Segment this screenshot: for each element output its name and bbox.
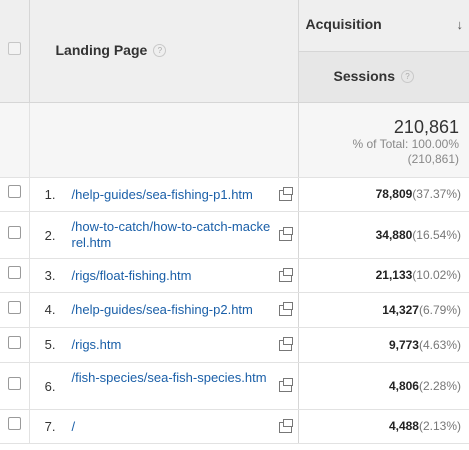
totals-sessions-cell: 210,861 % of Total: 100.00% (210,861)	[298, 102, 469, 178]
sessions-cell: 4,488(2.13%)	[298, 409, 469, 444]
landing-page-link[interactable]: /how-to-catch/how-to-catch-mackerel.htm	[71, 218, 271, 250]
landing-page-cell: 4. /help-guides/sea-fishing-p2.htm	[29, 292, 299, 328]
sessions-percent: (6.79%)	[418, 302, 461, 317]
total-sessions-value: 210,861	[393, 116, 459, 137]
sessions-value: 34,880	[375, 227, 413, 242]
open-in-new-window-icon[interactable]	[278, 418, 293, 433]
landing-page-link[interactable]: /help-guides/sea-fishing-p1.htm	[71, 186, 253, 202]
sessions-percent: (37.37%)	[412, 187, 461, 201]
select-all-cell	[0, 0, 30, 103]
open-in-new-window-icon[interactable]	[278, 226, 293, 241]
totals-checkbox-cell	[0, 102, 30, 178]
row-index: 5.	[44, 336, 56, 352]
row-index: 2.	[44, 227, 56, 243]
sessions-percent: (16.54%)	[412, 227, 461, 242]
row-checkbox-cell	[0, 327, 30, 363]
landing-page-cell: 7. /	[29, 409, 299, 444]
landing-page-link[interactable]: /rigs/float-fishing.htm	[71, 267, 192, 283]
sessions-percent: (2.13%)	[418, 419, 461, 433]
select-all-checkbox[interactable]	[7, 41, 21, 55]
row-checkbox[interactable]	[7, 225, 21, 239]
landing-page-header[interactable]: Landing Page?	[29, 0, 299, 103]
row-checkbox-cell	[0, 409, 30, 444]
landing-page-header-label: Landing Page	[55, 41, 148, 58]
landing-page-cell: 1. /help-guides/sea-fishing-p1.htm	[29, 177, 299, 212]
row-checkbox[interactable]	[7, 266, 21, 279]
row-checkbox-cell	[0, 177, 30, 212]
landing-page-link[interactable]: /fish-species/sea-fish-species.htm	[71, 369, 267, 385]
table-row: 5. /rigs.htm 9,773(4.63%)	[0, 327, 469, 363]
help-icon[interactable]: ?	[400, 69, 414, 83]
acquisition-header-label: Acquisition	[305, 16, 382, 33]
landing-page-cell: 2. /how-to-catch/how-to-catch-mackerel.h…	[29, 211, 299, 259]
table-row: 4. /help-guides/sea-fishing-p2.htm 14,32…	[0, 292, 469, 328]
table-row: 2. /how-to-catch/how-to-catch-mackerel.h…	[0, 211, 469, 259]
row-checkbox-cell	[0, 211, 30, 259]
row-checkbox-cell	[0, 292, 30, 328]
sessions-value: 4,806	[388, 378, 419, 393]
landing-page-cell: 3. /rigs/float-fishing.htm	[29, 258, 299, 293]
landing-page-link[interactable]: /rigs.htm	[71, 336, 122, 352]
sessions-column-header[interactable]: Sessions? ↓	[298, 17, 469, 103]
open-in-new-window-icon[interactable]	[278, 186, 293, 201]
table-row: 1. /help-guides/sea-fishing-p1.htm 78,80…	[0, 177, 469, 212]
table-row: 6. /fish-species/sea-fish-species.htm 4,…	[0, 362, 469, 410]
row-index: 1.	[44, 186, 56, 202]
sessions-cell: 9,773(4.63%)	[298, 327, 469, 363]
row-index: 7.	[44, 418, 56, 434]
row-index: 4.	[44, 301, 56, 317]
open-in-new-window-icon[interactable]	[278, 377, 293, 392]
sessions-cell: 4,806(2.28%)	[298, 362, 469, 410]
total-sessions-parenthetical: (210,861)	[407, 151, 459, 166]
sessions-cell: 21,133(10.02%)	[298, 258, 469, 293]
row-index: 6.	[44, 378, 56, 394]
table-row: 7. / 4,488(2.13%)	[0, 409, 469, 444]
row-checkbox[interactable]	[7, 417, 21, 430]
sessions-value: 21,133	[375, 268, 413, 282]
sessions-cell: 14,327(6.79%)	[298, 292, 469, 328]
landing-page-link[interactable]: /help-guides/sea-fishing-p2.htm	[71, 301, 253, 317]
open-in-new-window-icon[interactable]	[278, 336, 293, 351]
arrow-down-icon[interactable]: ↓	[456, 17, 464, 32]
totals-label-cell	[29, 102, 299, 178]
table-row: 3. /rigs/float-fishing.htm 21,133(10.02%…	[0, 258, 469, 293]
landing-page-cell: 6. /fish-species/sea-fish-species.htm	[29, 362, 299, 410]
row-checkbox-cell	[0, 258, 30, 293]
sessions-cell: 78,809(37.37%)	[298, 177, 469, 212]
sessions-value: 9,773	[388, 337, 419, 352]
acquisition-group-header: Acquisition	[298, 0, 469, 52]
sessions-cell: 34,880(16.54%)	[298, 211, 469, 259]
sessions-header-label: Sessions	[333, 67, 395, 84]
sessions-percent: (2.28%)	[418, 378, 461, 393]
sessions-value: 14,327	[382, 302, 419, 317]
row-checkbox[interactable]	[7, 300, 21, 314]
sessions-percent: (4.63%)	[418, 337, 461, 352]
row-checkbox[interactable]	[7, 376, 21, 390]
row-checkbox-cell	[0, 362, 30, 410]
sessions-value: 4,488	[388, 419, 419, 433]
sessions-value: 78,809	[375, 187, 413, 201]
help-icon[interactable]: ?	[153, 44, 167, 58]
row-checkbox[interactable]	[7, 335, 21, 349]
landing-page-cell: 5. /rigs.htm	[29, 327, 299, 363]
row-checkbox[interactable]	[7, 185, 21, 198]
row-index: 3.	[44, 267, 56, 283]
open-in-new-window-icon[interactable]	[278, 267, 293, 282]
open-in-new-window-icon[interactable]	[278, 301, 293, 316]
sessions-percent: (10.02%)	[412, 268, 461, 282]
landing-page-link[interactable]: /	[71, 418, 76, 434]
percent-of-total: % of Total: 100.00%	[352, 136, 459, 151]
